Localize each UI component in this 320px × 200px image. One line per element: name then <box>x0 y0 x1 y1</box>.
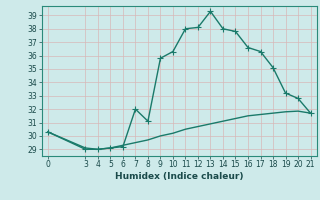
X-axis label: Humidex (Indice chaleur): Humidex (Indice chaleur) <box>115 172 244 181</box>
